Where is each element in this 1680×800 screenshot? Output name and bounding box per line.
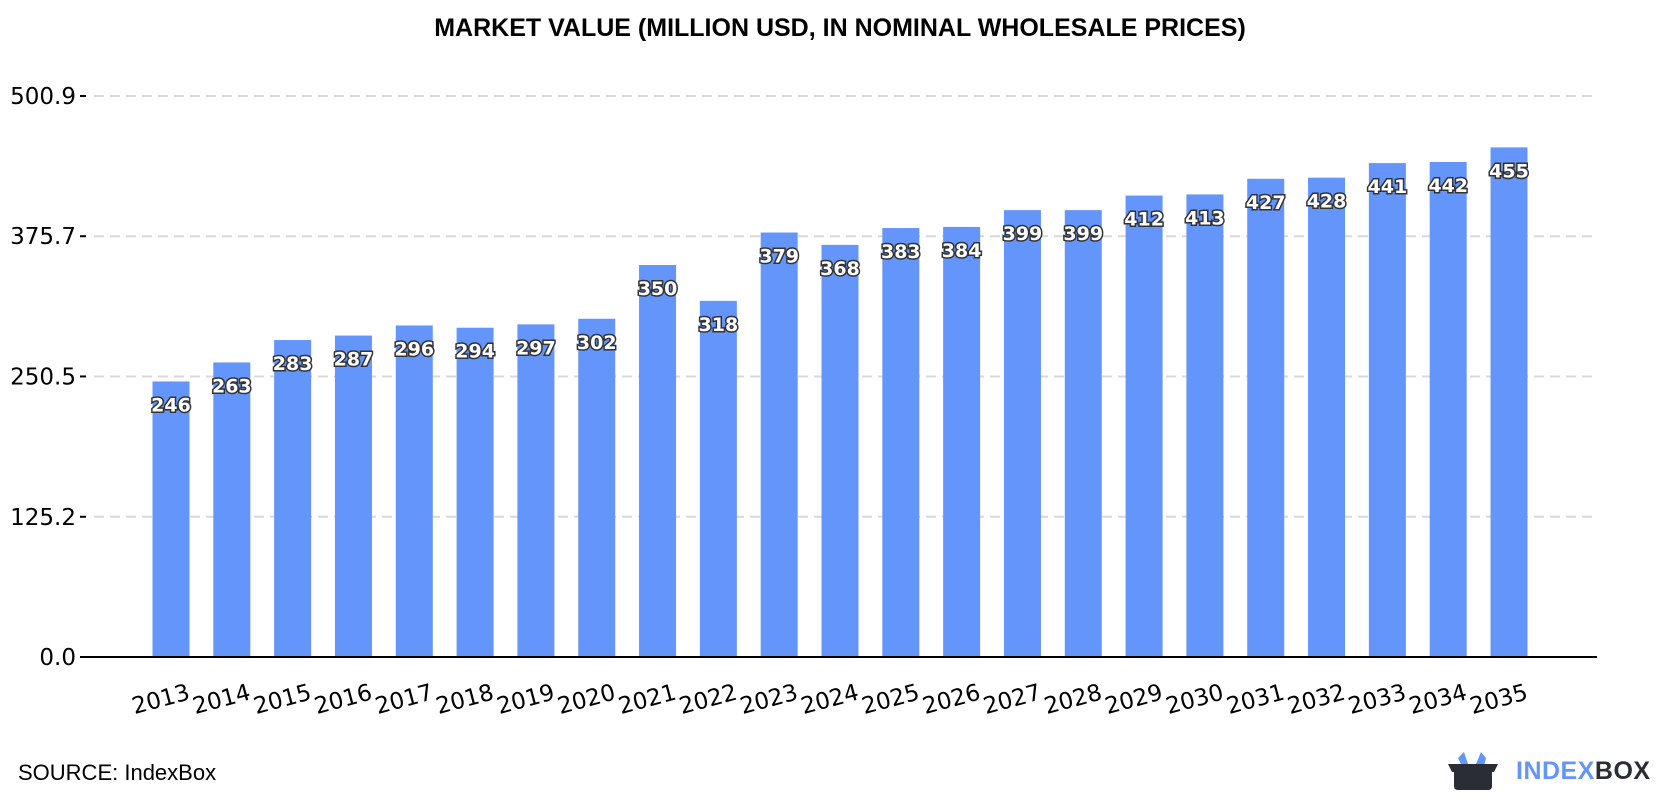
bar-chart: 246 263 283 287 296 294 297 302 350 318 379 368 383 3… [10, 84, 1597, 720]
y-tick-label: 500.9 [10, 84, 76, 110]
data-label: 379 [759, 246, 799, 268]
data-label: 441 [1368, 176, 1408, 198]
bar [943, 226, 981, 657]
bar [1064, 210, 1102, 657]
bar [1368, 163, 1406, 657]
x-tick-label: 2024 [798, 680, 861, 720]
bar [456, 327, 494, 657]
data-label: 350 [638, 278, 678, 300]
bar [517, 324, 555, 657]
x-tick-label: 2016 [312, 680, 375, 720]
bar [1186, 194, 1224, 657]
bar [334, 335, 372, 657]
data-label: 442 [1428, 175, 1468, 197]
x-tick-label: 2013 [129, 680, 192, 720]
bar [1247, 178, 1285, 657]
data-label: 263 [212, 375, 252, 397]
bar [760, 232, 798, 657]
y-tick-label: 375.7 [10, 224, 76, 250]
bar [213, 362, 251, 657]
bar [152, 381, 190, 657]
x-tick-label: 2030 [1163, 680, 1226, 720]
data-label: 283 [273, 353, 313, 375]
x-tick-label: 2025 [859, 680, 922, 720]
data-label: 413 [1185, 207, 1225, 229]
bar [1490, 147, 1528, 657]
logo-box-icon [1448, 752, 1498, 790]
data-label: 368 [820, 258, 860, 280]
x-tick-label: 2014 [190, 680, 253, 720]
x-tick-label: 2015 [251, 680, 314, 720]
y-tick-label: 250.5 [10, 364, 76, 390]
data-label: 455 [1489, 160, 1529, 182]
bar [395, 325, 433, 657]
x-tick-label: 2032 [1285, 680, 1348, 720]
bar [578, 318, 616, 657]
x-tick-label: 2028 [1042, 680, 1105, 720]
x-tick-label: 2034 [1406, 680, 1469, 720]
data-label: 383 [881, 241, 921, 263]
bar [882, 228, 920, 657]
x-tick-label: 2020 [555, 680, 618, 720]
x-tick-label: 2029 [1102, 680, 1165, 720]
data-label: 302 [577, 332, 617, 354]
source-note: SOURCE: IndexBox [18, 760, 217, 785]
bar [821, 244, 859, 657]
data-label: 384 [942, 240, 982, 262]
data-label: 428 [1307, 191, 1347, 213]
chart-title: MARKET VALUE (MILLION USD, IN NOMINAL WH… [434, 14, 1246, 42]
data-label: 246 [151, 394, 191, 416]
y-tick-label: 0.0 [39, 645, 76, 671]
indexbox-logo: INDEXBOX [1448, 752, 1651, 790]
bar [274, 340, 312, 657]
x-tick-label: 2022 [677, 680, 740, 720]
y-tick-label: 125.2 [10, 505, 76, 531]
x-tick-label: 2026 [920, 680, 983, 720]
data-label: 287 [334, 349, 374, 371]
x-tick-label: 2031 [1224, 680, 1287, 720]
logo-text-box: BOX [1594, 756, 1651, 785]
bar [1308, 177, 1346, 657]
x-tick-label: 2023 [737, 680, 800, 720]
x-tick-label: 2035 [1467, 680, 1530, 720]
x-tick-label: 2027 [981, 680, 1044, 720]
x-tick-label: 2017 [373, 680, 436, 720]
data-label: 296 [394, 338, 434, 360]
data-label: 399 [1063, 223, 1103, 245]
data-label: 294 [455, 341, 495, 363]
data-label: 297 [516, 337, 556, 359]
data-label: 318 [699, 314, 739, 336]
x-tick-label: 2033 [1346, 680, 1409, 720]
bar [1003, 210, 1041, 657]
data-label: 399 [1003, 223, 1043, 245]
bar [699, 300, 737, 657]
data-label: 412 [1124, 209, 1164, 231]
bar [639, 265, 677, 657]
x-tick-label: 2019 [494, 680, 557, 720]
logo-text-index: INDEX [1516, 756, 1595, 785]
data-label: 427 [1246, 192, 1286, 214]
x-tick-label: 2018 [433, 680, 496, 720]
x-tick-label: 2021 [616, 680, 679, 720]
bar [1429, 161, 1467, 658]
bar [1125, 195, 1163, 657]
